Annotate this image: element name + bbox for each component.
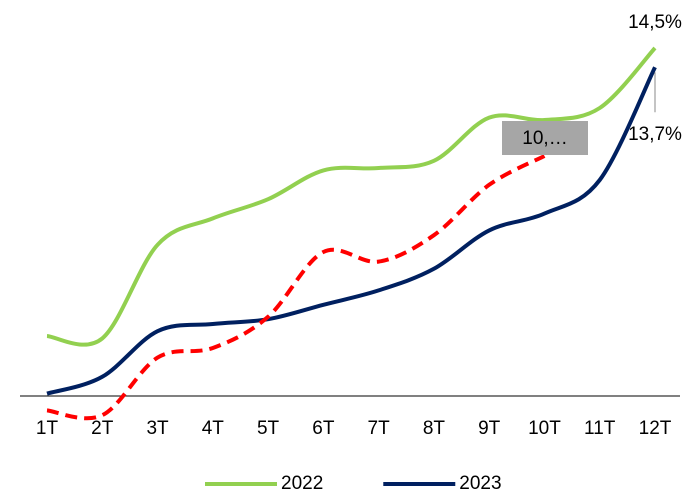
x-tick-label: 8T xyxy=(423,418,446,439)
x-tick-label: 1T xyxy=(36,418,59,439)
series-line xyxy=(46,46,657,347)
x-tick-label: 6T xyxy=(312,418,335,439)
data-label: 14,5% xyxy=(628,12,682,33)
series-line xyxy=(46,66,657,396)
data-label: 10,… xyxy=(522,128,567,149)
x-tick-label: 11T xyxy=(584,418,616,439)
x-tick-label: 2T xyxy=(91,418,114,439)
label-box xyxy=(502,121,588,155)
x-tick-label: 9T xyxy=(478,418,501,439)
x-tick-label: 10T xyxy=(528,418,561,439)
data-label: 13,7% xyxy=(628,124,682,145)
x-tick-label: 5T xyxy=(257,418,280,439)
x-tick-label: 4T xyxy=(202,418,225,439)
x-tick-label: 7T xyxy=(368,418,391,439)
x-tick-label: 3T xyxy=(146,418,169,439)
legend-label: 2023 xyxy=(459,473,501,493)
x-tick-label: 12T xyxy=(639,418,672,439)
series-line xyxy=(46,154,546,421)
legend-label: 2022 xyxy=(281,473,323,493)
